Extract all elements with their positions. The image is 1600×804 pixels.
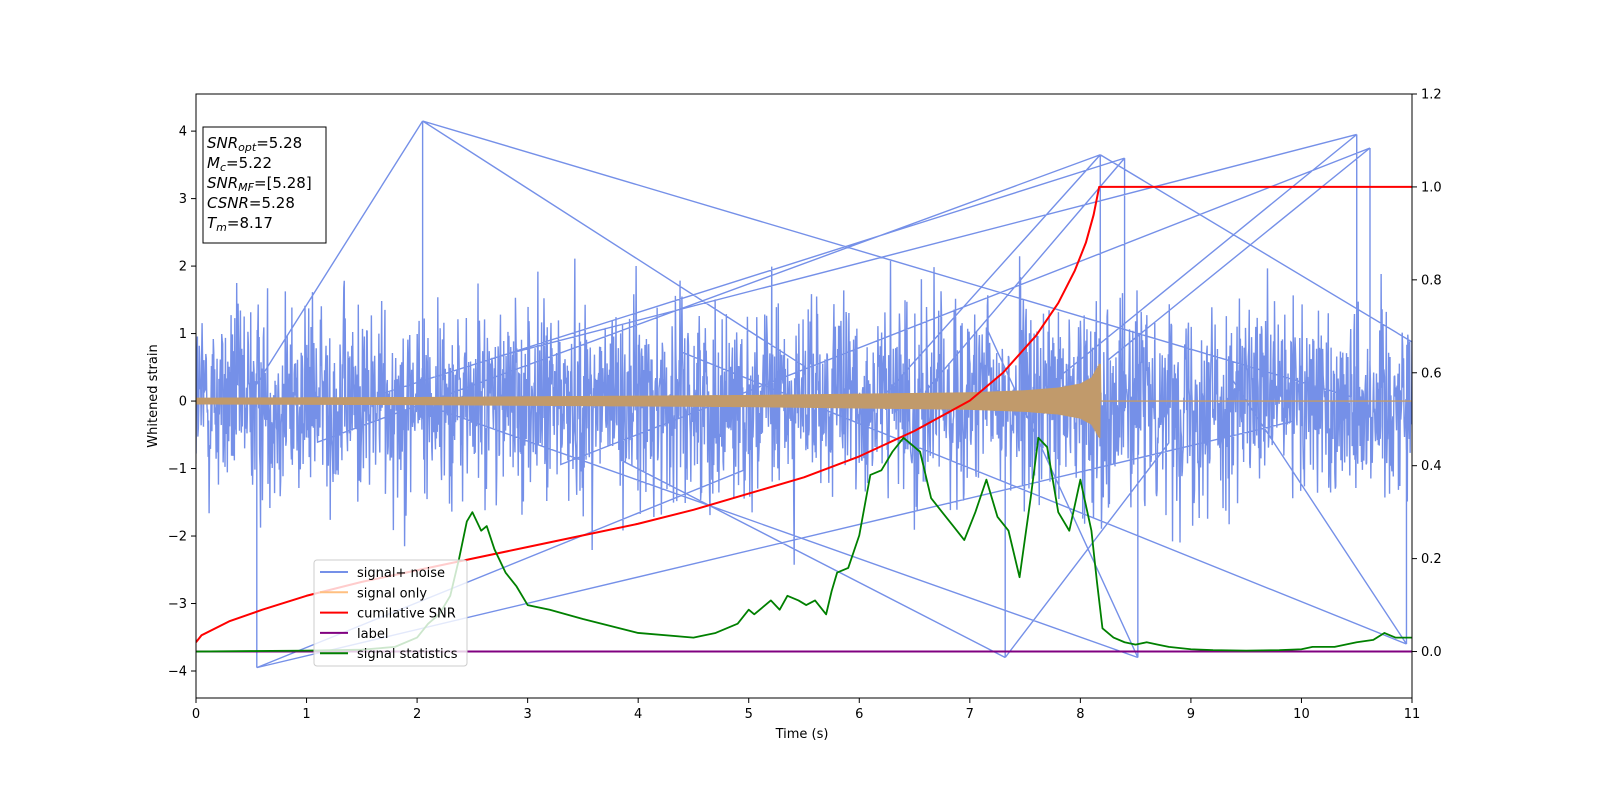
y-axis-label: Whitened strain: [146, 344, 161, 447]
y-tick-label: −2: [168, 530, 187, 545]
plot-area: [196, 120, 1412, 669]
y-tick-label: 3: [179, 192, 187, 207]
y2-tick-label: 0.4: [1421, 459, 1442, 474]
y-tick-label: 4: [179, 125, 187, 140]
y-tick-label: −4: [168, 665, 187, 680]
legend-label: signal statistics: [357, 647, 458, 662]
x-tick-label: 10: [1293, 707, 1310, 722]
y-tick-label: 1: [179, 327, 187, 342]
y-tick-label: −3: [168, 597, 187, 612]
x-axis: 0 1 2 3 4 5 6 7 8 9 10 11: [192, 698, 1420, 722]
x-tick-label: 11: [1404, 707, 1421, 722]
legend-label: cumilative SNR: [357, 607, 456, 622]
y-axis-right: 0.0 0.2 0.4 0.6 0.8 1.0 1.2: [1412, 88, 1442, 660]
x-tick-label: 0: [192, 707, 200, 722]
annotation-line: Tm=8.17: [207, 214, 273, 234]
x-tick-label: 4: [634, 707, 642, 722]
y2-tick-label: 0.2: [1421, 552, 1442, 567]
x-tick-label: 6: [855, 707, 863, 722]
x-tick-label: 7: [966, 707, 974, 722]
y2-tick-label: 0.6: [1421, 366, 1442, 381]
annotation-line: SNRMF=[5.28]: [207, 174, 312, 194]
y2-tick-label: 1.2: [1421, 88, 1442, 103]
series-line-signal-statistics: [196, 436, 1412, 653]
y-tick-label: 0: [179, 395, 187, 410]
annotation-frame: [202, 126, 327, 244]
y-axis-left: −4 −3 −2 −1 0 1 2 3 4: [168, 125, 196, 680]
legend-label: signal only: [357, 586, 427, 601]
y2-tick-label: 1.0: [1421, 180, 1442, 195]
y2-tick-label: 0.8: [1421, 273, 1442, 288]
annotation-line: CSNR=5.28: [207, 194, 295, 212]
x-tick-label: 5: [745, 707, 753, 722]
x-tick-label: 2: [413, 707, 421, 722]
legend-frame: [313, 559, 468, 667]
annotation-line: SNRopt=5.28: [207, 134, 302, 154]
x-tick-label: 1: [302, 707, 310, 722]
x-tick-label: 9: [1187, 707, 1195, 722]
x-tick-label: 8: [1076, 707, 1084, 722]
y-tick-label: 2: [179, 260, 187, 275]
series-line-signal-only: [196, 363, 1412, 439]
y-tick-label: −1: [168, 462, 187, 477]
legend-label: signal+ noise: [357, 566, 445, 581]
series-line-signal-noise: [196, 120, 1412, 669]
series-line-cumulative-snr: [196, 185, 1412, 643]
x-axis-label: Time (s): [775, 727, 829, 742]
x-tick-label: 3: [523, 707, 531, 722]
y2-tick-label: 0.0: [1421, 645, 1442, 660]
annotation-line: Mc=5.22: [207, 154, 272, 174]
legend: signal+ noise signal only cumilative SNR la…: [313, 559, 468, 667]
legend-label: label: [357, 627, 388, 642]
axes-frame: [195, 93, 1413, 699]
